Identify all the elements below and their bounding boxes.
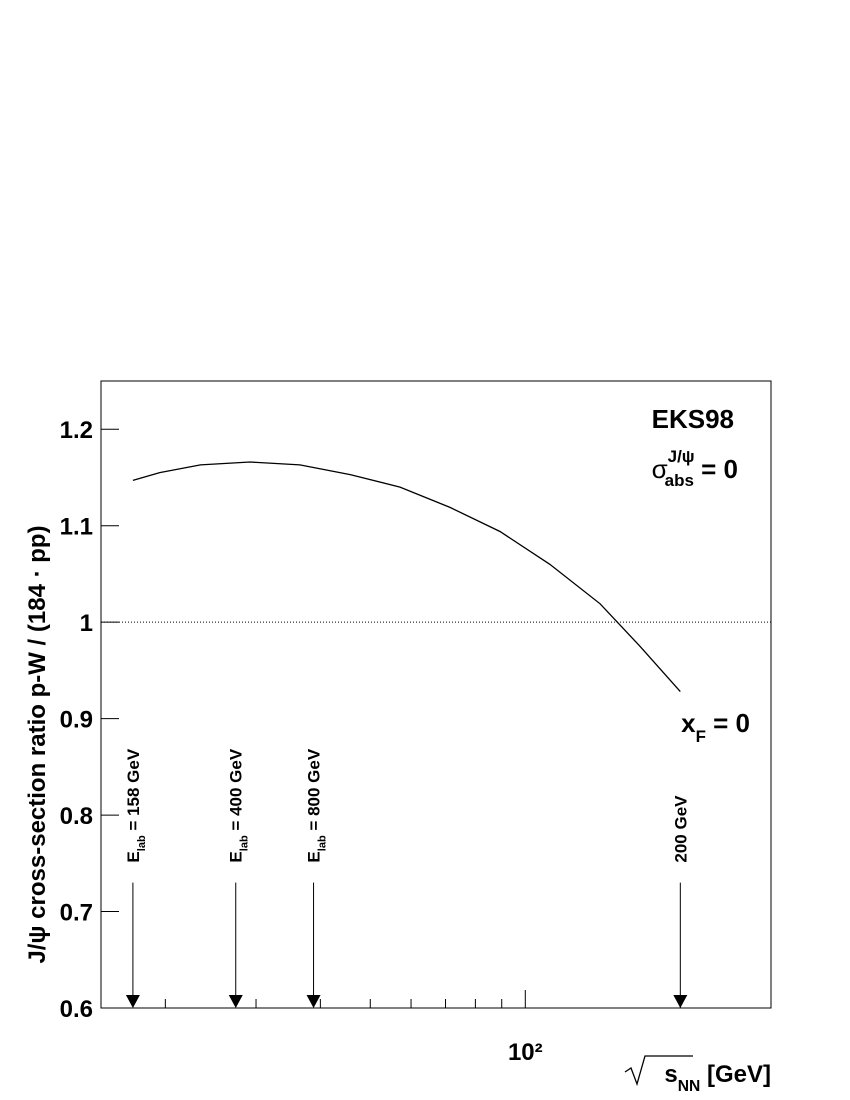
arrow — [673, 882, 688, 1008]
arrow — [306, 882, 321, 1008]
arrow-label-part: lab — [136, 835, 148, 851]
arrow-label-part: = 400 GeV — [227, 748, 246, 835]
arrow-label: 200 GeV — [671, 795, 690, 863]
arrow-label: Elab = 158 GeV — [124, 748, 148, 862]
x-axis-label: sNN [GeV] — [664, 1061, 771, 1095]
xf-label-part: x — [681, 708, 696, 738]
y-axis-label: J/ψ cross-section ratio p-W / (184 · pp) — [24, 525, 51, 963]
arrow — [228, 882, 243, 1008]
series-line — [132, 461, 681, 693]
arrow-head — [306, 995, 321, 1008]
sigma-rest: = 0 — [694, 454, 738, 484]
arrow-head — [228, 995, 243, 1008]
arrow-label-part: E — [227, 851, 246, 862]
arrow-label: Elab = 400 GeV — [227, 748, 251, 862]
arrow-label-part: E — [124, 851, 143, 862]
arrow-head — [125, 995, 140, 1008]
arrow-label: Elab = 800 GeV — [305, 748, 329, 862]
x-axis-label-part: s — [664, 1061, 677, 1088]
y-tick-label: 0.6 — [60, 996, 93, 1023]
arrow-label-part: = 158 GeV — [124, 748, 143, 835]
sigma-label: σJ/ψ abs = 0 — [652, 447, 738, 490]
arrow-label-part: = 800 GeV — [305, 748, 324, 835]
y-tick-label: 0.7 — [60, 900, 93, 927]
x-tick-label: 10² — [508, 1039, 543, 1066]
arrow-label-part: lab — [317, 835, 329, 851]
x-axis-label-part: [GeV] — [700, 1061, 771, 1088]
y-tick-label: 0.9 — [60, 707, 93, 734]
y-tick-label: 1 — [80, 610, 93, 637]
plot-frame — [100, 380, 772, 1009]
xf-label-part: F — [696, 727, 706, 746]
arrow-label-part: 200 GeV — [671, 795, 690, 863]
model-label: EKS98 — [652, 404, 734, 434]
sqrt-sign — [624, 1055, 693, 1087]
arrow — [125, 882, 140, 1008]
sigma-sub: abs — [665, 471, 694, 490]
x-axis-label-part: NN — [678, 1078, 701, 1095]
xf-label-part: = 0 — [706, 708, 750, 738]
xf-label: xF = 0 — [681, 708, 750, 746]
arrow-head — [673, 995, 688, 1008]
arrow-label-part: lab — [239, 835, 251, 851]
sigma-sup: J/ψ — [668, 447, 695, 466]
arrow-label-part: E — [305, 851, 324, 862]
y-tick-label: 1.1 — [60, 514, 93, 541]
y-tick-label: 1.2 — [60, 417, 93, 444]
y-tick-label: 0.8 — [60, 803, 93, 830]
sigma-symbol: σ — [652, 454, 668, 484]
